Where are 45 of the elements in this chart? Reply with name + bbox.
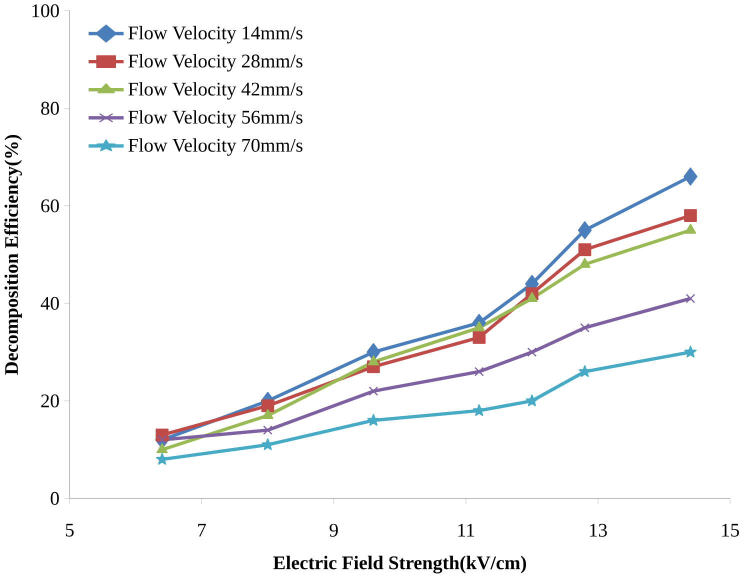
point xyxy=(367,414,380,426)
y-tick-label: 60 xyxy=(41,200,59,212)
point xyxy=(578,221,592,240)
point xyxy=(472,331,486,344)
y-tick-label: 40 xyxy=(40,297,59,310)
x-tick-label: 13 xyxy=(590,524,607,537)
x-tick-label: 11 xyxy=(458,524,474,537)
point xyxy=(579,258,590,268)
point xyxy=(580,323,590,333)
point xyxy=(526,292,538,302)
x-tick-label: 7 xyxy=(198,524,206,537)
point xyxy=(261,400,274,412)
point xyxy=(684,168,698,186)
point xyxy=(156,443,168,454)
x-tick-label: 5 xyxy=(66,524,74,537)
point xyxy=(578,365,591,378)
point xyxy=(262,409,274,420)
y-tick-label: 80 xyxy=(41,102,59,115)
y-tick-label: 0 xyxy=(50,492,59,506)
legend-label: Flow Velocity 56mm/s xyxy=(128,110,302,128)
x-axis-title: Electric Field Strength(kV/cm) xyxy=(273,556,526,574)
point xyxy=(527,348,537,358)
point xyxy=(263,426,272,436)
y-axis-title: Decomposition Efficiency(%) xyxy=(4,135,22,375)
point xyxy=(368,386,378,396)
y-tick-label: 20 xyxy=(41,394,59,408)
point xyxy=(473,404,486,416)
point xyxy=(473,322,485,332)
point xyxy=(368,356,380,366)
point xyxy=(474,367,484,377)
x-tick-label: 9 xyxy=(330,524,338,537)
point xyxy=(526,394,538,406)
point xyxy=(684,209,697,222)
legend-label: Flow Velocity 42mm/s xyxy=(128,82,302,100)
legend-label: Flow Velocity 70mm/s xyxy=(128,138,302,156)
point xyxy=(157,435,167,445)
point xyxy=(684,224,696,234)
y-tick-label: 100 xyxy=(32,4,59,18)
legend-label: Flow Velocity 14mm/s xyxy=(128,26,302,44)
point xyxy=(686,294,696,304)
point xyxy=(578,243,592,256)
point xyxy=(156,453,168,465)
x-tick-label: 15 xyxy=(722,524,739,537)
point xyxy=(684,346,697,358)
legend-label: Flow Velocity 28mm/s xyxy=(128,54,302,72)
